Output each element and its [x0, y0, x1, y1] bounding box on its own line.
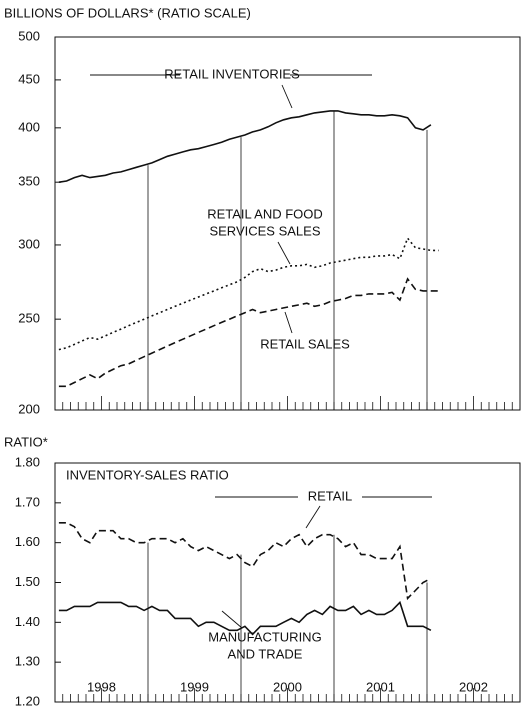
x-tick-label: 2000 — [273, 679, 302, 694]
label-leader — [277, 241, 291, 265]
series-label: RETAIL — [308, 488, 353, 503]
y-tick-label: 300 — [18, 236, 40, 251]
series-line — [58, 277, 439, 388]
x-tick-label: 1999 — [180, 679, 209, 694]
panel-title: INVENTORY-SALES RATIO — [66, 467, 229, 482]
y-tick-label: 200 — [18, 401, 40, 416]
y-tick-label: 1.80 — [15, 454, 40, 469]
series-label: RETAIL SALES — [260, 336, 350, 351]
series-line — [58, 521, 432, 601]
y-tick-label: 450 — [18, 71, 40, 86]
series-line — [58, 110, 432, 183]
y-tick-label: 1.20 — [15, 693, 40, 708]
y-tick-label: 350 — [18, 174, 40, 189]
series-line — [58, 600, 432, 636]
series-label: RETAIL INVENTORIES — [164, 66, 300, 81]
series-line — [58, 236, 439, 351]
x-tick-label: 2001 — [366, 679, 395, 694]
y-axis-label: RATIO* — [4, 434, 48, 449]
y-axis-label: BILLIONS OF DOLLARS* (RATIO SCALE) — [4, 5, 251, 20]
plot-frame — [54, 462, 521, 703]
y-tick-label: 1.40 — [15, 614, 40, 629]
series-label: RETAIL AND FOOD — [207, 206, 323, 221]
series-label: SERVICES SALES — [209, 223, 320, 238]
series-label: MANUFACTURING — [208, 629, 321, 644]
x-tick-label: 2002 — [459, 679, 488, 694]
y-tick-label: 400 — [18, 119, 40, 134]
y-tick-label: 500 — [18, 28, 40, 43]
label-leader — [284, 311, 293, 334]
y-tick-label: 1.50 — [15, 574, 40, 589]
x-tick-label: 1998 — [87, 679, 116, 694]
y-tick-label: 1.70 — [15, 494, 40, 509]
y-tick-label: 1.60 — [15, 534, 40, 549]
label-leader — [281, 84, 293, 109]
series-label: AND TRADE — [228, 646, 303, 661]
y-tick-label: 1.30 — [15, 654, 40, 669]
y-tick-label: 250 — [18, 311, 40, 326]
label-leader — [305, 505, 321, 529]
label-leader — [221, 610, 243, 629]
